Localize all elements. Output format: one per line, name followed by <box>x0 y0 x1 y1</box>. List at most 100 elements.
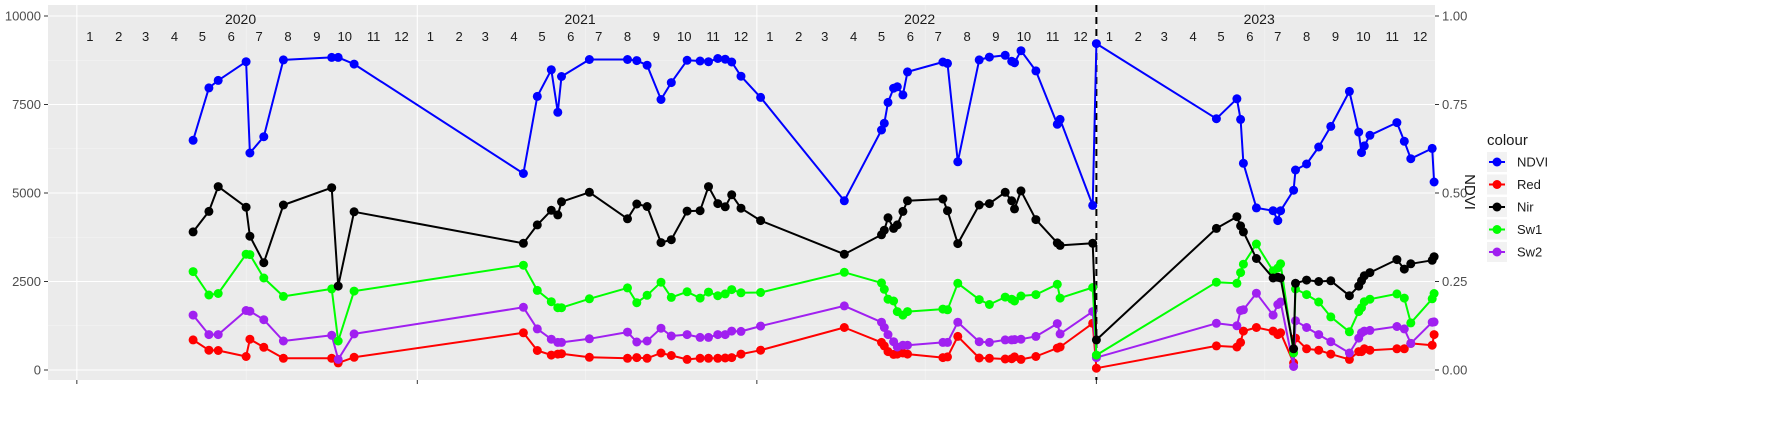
data-point-sw2 <box>1429 317 1439 327</box>
data-point-nir <box>1406 259 1416 269</box>
series-sw2 <box>188 288 1439 371</box>
data-point-sw2 <box>188 310 198 320</box>
right-axis: 0.00 0.25 0.50 0.75 1.00 <box>1435 9 1467 378</box>
data-point-sw2 <box>883 330 893 340</box>
data-point-red <box>1238 326 1248 336</box>
data-point-nir <box>1031 215 1041 225</box>
data-point-ndvi <box>278 55 288 65</box>
data-point-sw2 <box>903 340 912 350</box>
data-point-red <box>695 353 705 363</box>
data-point-nir <box>943 206 952 216</box>
data-point-nir <box>938 194 948 204</box>
data-point-red <box>259 342 269 352</box>
data-point-ndvi <box>892 82 902 92</box>
data-point-sw1 <box>518 260 528 270</box>
data-point-ndvi <box>1238 158 1248 168</box>
month-label: 2 <box>1135 29 1142 44</box>
data-point-nir <box>953 239 963 249</box>
data-point-sw2 <box>1031 331 1041 341</box>
data-point-red <box>1314 345 1324 355</box>
data-point-sw1 <box>259 273 269 283</box>
data-point-nir <box>213 182 223 192</box>
month-label: 12 <box>394 29 408 44</box>
month-label: 10 <box>1356 29 1370 44</box>
data-point-sw2 <box>532 324 542 334</box>
data-point-red <box>704 353 713 363</box>
data-point-sw2 <box>1314 330 1324 340</box>
data-point-red <box>1302 344 1312 354</box>
data-point-sw1 <box>1010 296 1019 306</box>
data-point-nir <box>1302 275 1312 285</box>
month-label: 12 <box>1073 29 1087 44</box>
data-point-nir <box>974 200 984 210</box>
month-label: 5 <box>878 29 885 44</box>
data-point-nir <box>666 235 676 245</box>
month-label: 8 <box>1303 29 1310 44</box>
data-point-red <box>1211 341 1221 351</box>
data-point-red <box>204 345 214 355</box>
data-point-nir <box>682 206 692 216</box>
month-label: 10 <box>1017 29 1031 44</box>
data-point-nir <box>1000 187 1010 197</box>
data-point-sw2 <box>1055 329 1065 339</box>
data-point-nir <box>241 202 251 212</box>
data-point-sw2 <box>695 332 705 342</box>
data-point-ndvi <box>713 54 723 63</box>
data-point-sw2 <box>682 330 692 340</box>
data-point-nir <box>879 225 889 235</box>
data-point-ndvi <box>984 52 994 62</box>
data-point-ndvi <box>656 95 666 104</box>
data-point-sw1 <box>727 285 737 295</box>
month-label: 6 <box>228 29 235 44</box>
data-point-sw1 <box>1091 350 1101 360</box>
data-point-ndvi <box>245 148 255 158</box>
legend-key-point <box>1492 157 1502 167</box>
data-point-ndvi <box>1429 177 1439 187</box>
data-point-nir <box>623 214 632 224</box>
data-point-nir <box>642 202 652 211</box>
data-point-sw1 <box>695 293 705 303</box>
month-label: 11 <box>706 29 720 44</box>
data-point-nir <box>1344 291 1354 301</box>
data-point-red <box>1251 323 1261 332</box>
month-label: 5 <box>199 29 206 44</box>
data-point-ndvi <box>1236 114 1246 124</box>
month-label: 11 <box>367 29 381 44</box>
month-label: 12 <box>1413 29 1427 44</box>
data-point-sw1 <box>1016 291 1026 301</box>
data-point-sw1 <box>632 298 642 308</box>
legend-item-nir: Nir <box>1487 197 1534 217</box>
data-point-ndvi <box>953 157 963 167</box>
data-point-sw1 <box>204 290 214 300</box>
data-point-ndvi <box>1399 136 1409 146</box>
data-point-sw2 <box>278 336 288 346</box>
data-point-red <box>974 353 984 363</box>
data-point-nir <box>1289 344 1299 354</box>
left-axis-tick-label: 5000 <box>12 186 41 201</box>
data-point-sw2 <box>974 337 984 347</box>
data-point-red <box>213 346 223 355</box>
data-point-red <box>349 352 359 362</box>
data-point-ndvi <box>1211 114 1221 124</box>
data-point-nir <box>720 202 730 212</box>
year-label: 2023 <box>1244 11 1275 27</box>
data-point-ndvi <box>333 52 343 62</box>
data-point-sw1 <box>704 287 713 297</box>
month-label: 1 <box>1106 29 1113 44</box>
series-layer <box>188 39 1439 373</box>
data-point-red <box>241 352 251 361</box>
data-point-sw1 <box>1314 297 1324 307</box>
data-point-nir <box>892 220 902 230</box>
data-point-red <box>1365 345 1375 355</box>
data-point-red <box>953 331 963 341</box>
data-point-sw2 <box>666 331 676 341</box>
data-point-ndvi <box>623 55 632 64</box>
month-label: 5 <box>1217 29 1224 44</box>
data-point-sw2 <box>727 326 737 336</box>
data-point-ndvi <box>879 118 889 128</box>
month-label: 12 <box>734 29 748 44</box>
month-label: 6 <box>567 29 574 44</box>
month-label: 1 <box>86 29 93 44</box>
legend-item-red: Red <box>1487 174 1541 195</box>
